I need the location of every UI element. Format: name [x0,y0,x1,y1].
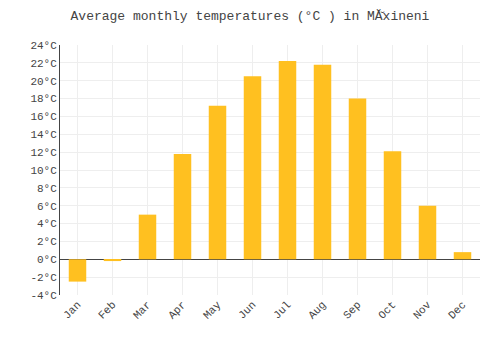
svg-text:May: May [201,299,224,322]
svg-text:24°C: 24°C [30,40,57,52]
svg-text:2°C: 2°C [37,236,57,248]
svg-text:6°C: 6°C [37,201,57,213]
svg-text:Sep: Sep [341,299,363,321]
svg-text:Dec: Dec [446,299,468,321]
svg-text:Apr: Apr [166,299,188,321]
svg-text:Jun: Jun [236,299,258,321]
svg-text:Oct: Oct [376,299,398,321]
svg-text:-2°C: -2°C [30,272,57,284]
svg-text:18°C: 18°C [30,93,57,105]
svg-text:22°C: 22°C [30,58,57,70]
svg-text:Mar: Mar [131,299,153,321]
svg-text:Jul: Jul [271,299,293,321]
svg-text:20°C: 20°C [30,76,57,88]
svg-text:Nov: Nov [411,299,434,322]
svg-text:10°C: 10°C [30,165,57,177]
svg-text:Aug: Aug [306,299,328,321]
svg-text:12°C: 12°C [30,147,57,159]
svg-text:16°C: 16°C [30,111,57,123]
svg-text:14°C: 14°C [30,129,57,141]
svg-text:8°C: 8°C [37,183,57,195]
svg-text:Jan: Jan [61,299,83,321]
svg-text:Feb: Feb [96,299,118,321]
svg-text:0°C: 0°C [37,254,57,266]
svg-text:Average monthly temperatures (: Average monthly temperatures (°C ) in MĂ… [71,9,430,24]
svg-text:4°C: 4°C [37,218,57,230]
svg-text:-4°C: -4°C [30,290,57,302]
